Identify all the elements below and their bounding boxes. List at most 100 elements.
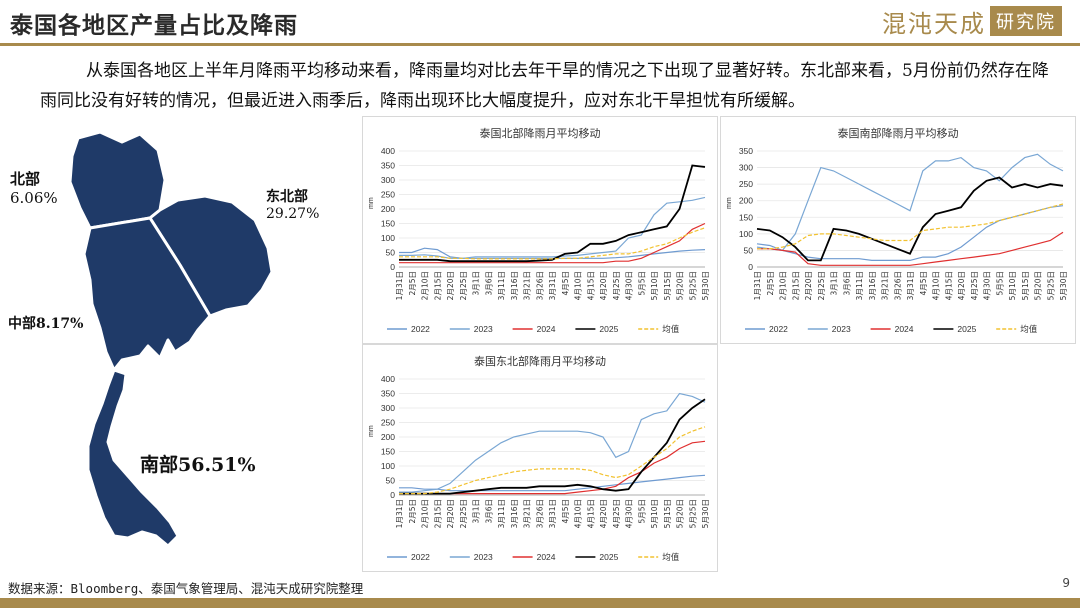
data-source: 数据来源：Bloomberg、泰国气象管理局、混沌天成研究院整理 — [8, 581, 364, 596]
x-tick-label: 3月6日 — [484, 271, 493, 296]
x-tick-label: 5月5日 — [995, 271, 1004, 296]
x-tick-label: 4月20日 — [599, 271, 608, 300]
y-tick-label: 0 — [390, 262, 395, 272]
y-tick-label: 350 — [381, 389, 395, 399]
x-tick-label: 4月25日 — [970, 271, 979, 300]
legend-label: 2022 — [411, 552, 430, 562]
x-tick-label: 5月15日 — [663, 499, 672, 528]
y-unit: mm — [368, 197, 375, 209]
label-north: 北部 6.06% — [10, 168, 58, 207]
x-tick-label: 4月5日 — [561, 271, 570, 296]
summary-paragraph: 从泰国各地区上半年月降雨平均移动来看，降雨量均对比去年干旱的情况之下出现了显著好… — [40, 61, 1049, 111]
series-line-均值 — [399, 227, 706, 260]
chart-south-svg: 泰国南部降雨月平均移动 0 50 100 150 200 250 300 350 mm 1月31日 2… — [726, 126, 1068, 334]
x-tick-label: 4月20日 — [957, 271, 966, 300]
y-tick-label: 0 — [748, 262, 753, 272]
x-tick-label: 4月30日 — [983, 271, 992, 300]
brand-logo: 混沌天成 研究院 — [882, 4, 1062, 38]
y-tick-label: 200 — [381, 204, 395, 214]
brand-text: 混沌天成 — [882, 9, 986, 38]
legend-label: 2022 — [411, 324, 430, 334]
y-tick-label: 250 — [381, 418, 395, 428]
x-tick-label: 2月5日 — [766, 271, 775, 296]
x-tick-label: 2月10日 — [421, 271, 430, 300]
x-tick-label: 3月16日 — [510, 499, 519, 528]
x-tick-label: 4月15日 — [586, 271, 595, 300]
legend-label: 2022 — [769, 324, 788, 334]
series-line-2025 — [399, 164, 706, 263]
series-line-2024 — [399, 222, 706, 264]
legend-label: 均值 — [1020, 324, 1038, 334]
region-south — [86, 368, 180, 548]
series-line-2022 — [399, 474, 706, 492]
y-tick-label: 200 — [381, 432, 395, 442]
region-central — [82, 216, 212, 372]
x-tick-label: 2月25日 — [459, 499, 468, 528]
y-tick-label: 250 — [739, 179, 753, 189]
legend-label: 2025 — [957, 324, 976, 334]
label-north-name: 北部 — [10, 170, 41, 188]
x-tick-label: 1月31日 — [753, 271, 762, 300]
series-line-2025 — [756, 176, 1064, 262]
x-tick-label: 5月30日 — [701, 499, 710, 528]
y-tick-label: 50 — [744, 245, 754, 255]
y-tick-label: 400 — [381, 146, 395, 156]
y-tick-label: 50 — [386, 248, 396, 258]
x-tick-label: 5月20日 — [676, 499, 685, 528]
y-unit: mm — [726, 197, 733, 209]
chart-title: 泰国南部降雨月平均移动 — [838, 126, 959, 140]
chart-panel-north: 泰国北部降雨月平均移动 0 50 100 150 200 250 300 350 400 mm 1月3… — [362, 116, 718, 344]
chart-panel-northeast: 泰国东北部降雨月平均移动 0 50 100 150 200 250 300 350 400 mm 1月… — [362, 344, 718, 572]
x-tick-label: 5月5日 — [637, 271, 646, 296]
x-tick-label: 3月26日 — [893, 271, 902, 300]
y-tick-label: 100 — [381, 461, 395, 471]
label-northeast: 东北部 29.27% — [266, 186, 319, 222]
x-tick-label: 1月31日 — [395, 499, 404, 528]
series-line-均值 — [757, 203, 1064, 250]
x-tick-label: 5月20日 — [676, 271, 685, 300]
thailand-map-svg — [68, 130, 274, 548]
series-line-2023 — [399, 392, 706, 493]
x-tick-label: 4月10日 — [574, 499, 583, 528]
x-tick-label: 3月6日 — [842, 271, 851, 296]
x-tick-label: 3月21日 — [523, 499, 532, 528]
y-tick-label: 150 — [381, 447, 395, 457]
label-central: 中部8.17% — [8, 316, 84, 332]
y-tick-label: 150 — [381, 219, 395, 229]
x-tick-label: 5月10日 — [1008, 271, 1017, 300]
x-tick-label: 4月30日 — [625, 499, 634, 528]
x-tick-label: 3月11日 — [497, 499, 506, 528]
page-number: 9 — [1062, 576, 1070, 590]
x-tick-label: 4月25日 — [612, 271, 621, 300]
x-tick-label: 3月1日 — [830, 271, 839, 296]
x-tick-label: 3月16日 — [510, 271, 519, 300]
x-tick-label: 5月30日 — [701, 271, 710, 300]
legend-label: 2025 — [599, 324, 618, 334]
y-unit: mm — [368, 425, 375, 437]
chart-title: 泰国北部降雨月平均移动 — [480, 126, 601, 140]
x-tick-label: 2月15日 — [791, 271, 800, 300]
x-tick-label: 4月5日 — [919, 271, 928, 296]
x-tick-label: 4月20日 — [599, 499, 608, 528]
legend-label: 2023 — [474, 324, 493, 334]
x-tick-label: 2月5日 — [408, 271, 417, 296]
series-line-均值 — [399, 426, 706, 495]
footer-bar — [0, 598, 1080, 608]
y-tick-label: 350 — [381, 161, 395, 171]
x-tick-label: 2月20日 — [804, 271, 813, 300]
x-tick-label: 2月20日 — [446, 271, 455, 300]
x-tick-label: 2月25日 — [459, 271, 468, 300]
x-tick-label: 2月25日 — [817, 271, 826, 300]
x-tick-label: 3月11日 — [497, 271, 506, 300]
label-south: 南部56.51% — [140, 454, 256, 476]
label-northeast-share: 29.27% — [266, 206, 320, 222]
x-tick-label: 2月20日 — [446, 499, 455, 528]
header-rule — [0, 43, 1080, 46]
y-tick-label: 50 — [386, 476, 396, 486]
x-tick-label: 3月31日 — [906, 271, 915, 300]
x-tick-label: 3月1日 — [472, 271, 481, 296]
x-tick-label: 4月15日 — [944, 271, 953, 300]
y-tick-label: 100 — [381, 233, 395, 243]
x-tick-label: 3月31日 — [548, 499, 557, 528]
legend-label: 2024 — [537, 552, 556, 562]
